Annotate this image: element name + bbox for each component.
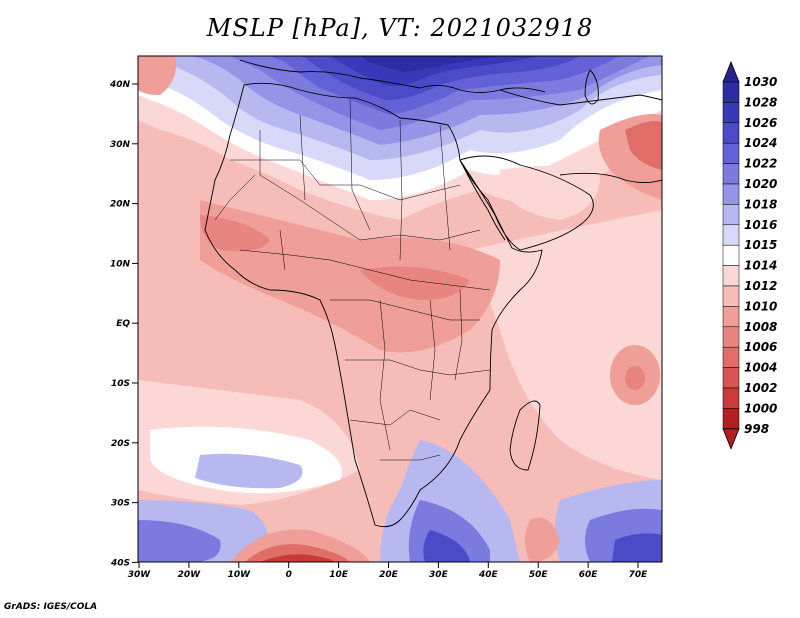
colorbar-bottom-arrow: [722, 428, 740, 450]
colorbar-swatch: [722, 183, 740, 205]
colorbar: 1030 1028 1026 1024 1022 1020 1018 1016 1015 1014…: [722, 60, 777, 450]
colorbar-swatch: [722, 163, 740, 185]
longitude-axis: 30W 20W 10W 0 10E 20E 30E 40E 50E 60E 70E: [128, 562, 648, 580]
lon-label: 10E: [329, 570, 349, 580]
colorbar-label: 1030: [744, 75, 777, 89]
lat-label: 10N: [110, 259, 131, 269]
colorbar-swatch: [722, 346, 740, 368]
lat-label: EQ: [116, 319, 130, 329]
colorbar-swatch: [722, 408, 740, 430]
colorbar-label: 1010: [744, 299, 777, 313]
lon-label: 20E: [379, 570, 399, 580]
colorbar-label: 1012: [744, 279, 777, 293]
colorbar-label: 1024: [744, 136, 777, 150]
colorbar-label: 1015: [744, 238, 777, 252]
lon-label: 40E: [478, 570, 499, 580]
latitude-axis: 40N 30N 20N 10N EQ 10S 20S 30S 40S: [109, 80, 138, 568]
colorbar-swatch: [722, 224, 740, 246]
colorbar-label: 1016: [744, 218, 777, 232]
lon-label: 60E: [579, 570, 599, 580]
coastlines: [204, 59, 662, 528]
colorbar-swatch: [722, 265, 740, 287]
colorbar-swatch: [722, 142, 740, 164]
colorbar-swatch: [722, 122, 740, 144]
colorbar-label: 1000: [744, 401, 777, 415]
colorbar-swatch: [722, 81, 740, 103]
colorbar-swatch: [722, 306, 740, 328]
lon-label: 30W: [128, 570, 152, 580]
lat-label: 40N: [109, 80, 131, 90]
colorbar-label: 1020: [744, 177, 777, 191]
lat-label: 10S: [111, 379, 130, 389]
lat-label: 30S: [111, 499, 130, 509]
credit-text: GrADS: IGES/COLA: [4, 602, 98, 612]
country-borders: [214, 99, 491, 461]
colorbar-top-arrow: [722, 60, 740, 83]
lon-label: 10W: [228, 570, 252, 580]
colorbar-label: 1028: [744, 95, 777, 109]
lat-label: 20S: [111, 439, 130, 449]
pressure-field: [138, 56, 662, 562]
map-title: MSLP [hPa], VT: 2021032918: [206, 14, 594, 42]
colorbar-label: 1004: [744, 361, 777, 375]
colorbar-label: 1008: [744, 320, 777, 334]
colorbar-swatch: [722, 326, 740, 348]
colorbar-label: 1022: [744, 157, 777, 171]
colorbar-swatch: [722, 102, 740, 124]
colorbar-swatch: [722, 285, 740, 307]
lon-label: 50E: [529, 570, 549, 580]
colorbar-swatch: [722, 387, 740, 409]
colorbar-swatch: [722, 244, 740, 266]
lon-label: 0: [286, 570, 292, 580]
lon-label: 20W: [178, 570, 202, 580]
plot-frame: [137, 55, 663, 563]
colorbar-label: 1006: [744, 340, 777, 354]
colorbar-label: 1026: [744, 116, 777, 130]
lat-label: 40S: [110, 558, 130, 568]
colorbar-label: 1014: [744, 259, 777, 273]
colorbar-label: 1018: [744, 197, 777, 211]
colorbar-label: 1002: [744, 381, 777, 395]
lon-label: 30E: [429, 570, 449, 580]
colorbar-swatch: [722, 367, 740, 389]
colorbar-swatch: [722, 204, 740, 226]
lat-label: 30N: [110, 140, 131, 150]
lon-label: 70E: [629, 570, 649, 580]
colorbar-label: 998: [744, 422, 769, 436]
lat-label: 20N: [110, 200, 131, 210]
